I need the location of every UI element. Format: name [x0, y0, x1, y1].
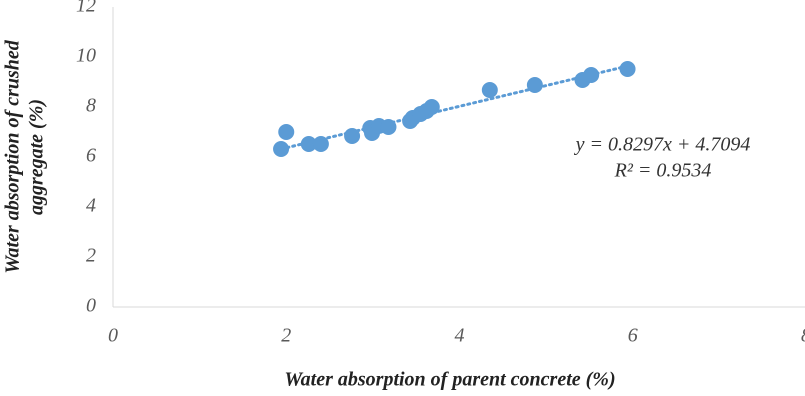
x-tick-label: 0: [108, 325, 118, 347]
y-axis-title: Water absorption of crushed: [2, 39, 24, 274]
point: [273, 141, 290, 157]
y-tick-label: 6: [86, 145, 96, 167]
trend-equation: y = 0.8297x + 4.7094: [574, 134, 751, 156]
point: [423, 99, 440, 115]
y-tick-label: 12: [76, 0, 96, 17]
x-tick-label: 2: [281, 325, 291, 347]
r-squared: R² = 0.9534: [614, 160, 712, 182]
y-tick-label: 10: [76, 45, 96, 67]
point: [278, 124, 295, 140]
y-tick-label: 8: [86, 95, 96, 117]
point: [380, 119, 397, 135]
point: [481, 82, 498, 98]
point: [344, 128, 361, 144]
x-tick-label: 6: [628, 325, 638, 347]
x-tick-label: 4: [455, 325, 465, 347]
point: [526, 77, 543, 93]
x-axis-title: Water absorption of parent concrete (%): [284, 369, 615, 391]
y-tick-label: 4: [86, 195, 96, 217]
y-tick-label: 0: [86, 295, 96, 317]
y-axis-title: aggregate (%): [26, 99, 48, 215]
point: [312, 136, 329, 152]
point: [583, 67, 600, 83]
point: [619, 61, 636, 77]
y-tick-label: 2: [86, 245, 96, 267]
trendline: [279, 64, 630, 151]
x-tick-label: 8: [801, 325, 805, 347]
point: [300, 136, 317, 152]
